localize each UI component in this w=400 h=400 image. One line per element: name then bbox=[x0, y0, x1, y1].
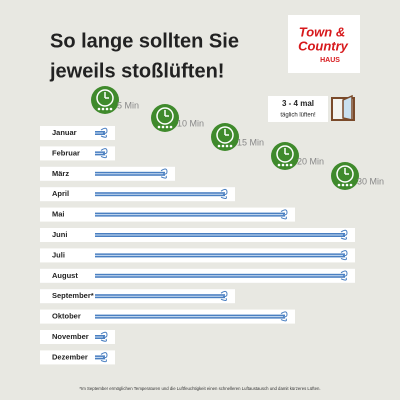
clock-dot bbox=[109, 107, 113, 111]
wind-swirl bbox=[100, 331, 108, 342]
clock-dot bbox=[277, 163, 281, 167]
wind-swirl bbox=[100, 148, 108, 159]
clock-dot bbox=[161, 125, 165, 129]
category-label: Februar bbox=[52, 148, 80, 157]
clock-face bbox=[216, 126, 234, 144]
clock-dot bbox=[285, 163, 289, 167]
category-label: Juni bbox=[52, 230, 67, 239]
wind-swirl bbox=[220, 290, 228, 301]
category-label: Mai bbox=[52, 210, 65, 219]
clock-face bbox=[156, 107, 174, 125]
clock-face bbox=[96, 89, 114, 107]
wind-swirl bbox=[100, 352, 108, 363]
x-tick-label: 30 Min bbox=[357, 176, 384, 186]
clock-dot bbox=[169, 125, 173, 129]
category-label: Dezember bbox=[52, 352, 88, 361]
clock-dot bbox=[221, 144, 225, 148]
clock-dot bbox=[225, 144, 229, 148]
clock-dot bbox=[101, 107, 105, 111]
row-label-box bbox=[40, 350, 115, 365]
logo-text: Town & bbox=[299, 24, 345, 39]
wind-swirl bbox=[280, 311, 288, 322]
title: jeweils stoßlüften! bbox=[49, 60, 224, 82]
x-tick-label: 5 Min bbox=[117, 100, 139, 110]
logo-box bbox=[288, 15, 360, 73]
logo-text: Country bbox=[298, 38, 349, 53]
category-label: August bbox=[52, 271, 78, 280]
clock-dot bbox=[157, 125, 161, 129]
clock-dot bbox=[229, 144, 233, 148]
category-label: Juli bbox=[52, 250, 65, 259]
row-label-box bbox=[40, 330, 115, 344]
clock-dot bbox=[337, 183, 341, 187]
wind-swirl bbox=[220, 188, 228, 199]
category-label: Januar bbox=[52, 128, 77, 137]
category-label: März bbox=[52, 169, 69, 178]
clock-dot bbox=[341, 183, 345, 187]
wind-swirl bbox=[280, 209, 288, 220]
clock-dot bbox=[281, 163, 285, 167]
wind-swirl bbox=[340, 270, 348, 281]
clock-face bbox=[336, 165, 354, 183]
clock-dot bbox=[349, 183, 353, 187]
annotation-box bbox=[268, 96, 328, 122]
clock-dot bbox=[345, 183, 349, 187]
clock-dot bbox=[97, 107, 101, 111]
category-label: November bbox=[52, 332, 89, 341]
category-label: April bbox=[52, 189, 69, 198]
row-label-box bbox=[40, 126, 115, 140]
clock-face bbox=[276, 145, 294, 163]
wind-swirl bbox=[340, 229, 348, 240]
annotation: 3 - 4 mal bbox=[282, 99, 314, 108]
footnote: *Im September ermöglichen Temperaturen u… bbox=[79, 386, 320, 391]
category-label: September* bbox=[52, 291, 94, 300]
logo-text: HAUS bbox=[320, 57, 340, 64]
clock-dot bbox=[289, 163, 293, 167]
category-label: Oktober bbox=[52, 312, 81, 321]
x-tick-label: 20 Min bbox=[297, 156, 324, 166]
clock-dot bbox=[105, 107, 109, 111]
window-icon bbox=[331, 94, 355, 121]
clock-dot bbox=[217, 144, 221, 148]
wind-swirl bbox=[340, 250, 348, 261]
x-tick-label: 10 Min bbox=[177, 118, 204, 128]
x-tick-label: 15 Min bbox=[237, 137, 264, 147]
wind-swirl bbox=[160, 168, 168, 179]
clock-dot bbox=[165, 125, 169, 129]
annotation: täglich lüften! bbox=[280, 113, 316, 119]
wind-swirl bbox=[100, 127, 108, 138]
row-label-box bbox=[40, 146, 115, 161]
title: So lange sollten Sie bbox=[50, 30, 239, 52]
